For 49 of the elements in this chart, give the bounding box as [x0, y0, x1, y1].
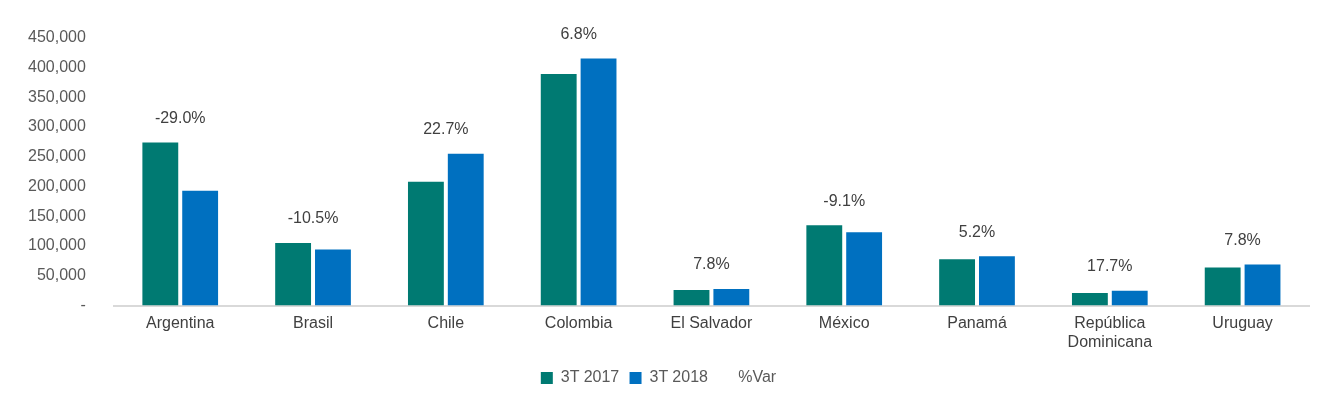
bar: [182, 190, 219, 306]
annotation: -9.1%: [823, 191, 866, 209]
bar: [142, 142, 179, 306]
text: %Var: [738, 368, 777, 386]
x-tick-label: Chile: [427, 313, 465, 331]
bar: [1111, 290, 1148, 306]
bar: [315, 249, 351, 306]
x-tick-label: El Salvador: [670, 313, 753, 331]
x-tick-label: Panamá: [947, 313, 1007, 331]
x-tick-label: Uruguay: [1212, 313, 1273, 331]
y-tick-label: 300,000: [27, 117, 86, 135]
x-tick-label: Brasil: [293, 313, 334, 331]
bar: [846, 232, 883, 306]
annotation: 5.2%: [958, 222, 996, 240]
y-tick-label: 50,000: [36, 266, 86, 284]
bar: [580, 58, 617, 306]
annotation: -29.0%: [154, 108, 206, 126]
x-tick-label: Argentina: [145, 313, 215, 331]
y-tick-label: 100,000: [27, 236, 86, 254]
x-tick-label: República Dominicana: [1067, 313, 1153, 350]
annotation: 7.8%: [1224, 230, 1261, 248]
bar: [447, 153, 484, 306]
bar: [1244, 264, 1281, 306]
x-tick-label: México: [818, 313, 870, 331]
bar: [979, 256, 1015, 306]
annotation: 6.8%: [560, 24, 597, 42]
annotation: 7.8%: [693, 255, 730, 273]
bar: [673, 290, 710, 306]
bar: [806, 225, 843, 306]
annotation: 22.7%: [423, 120, 469, 138]
annotation: 17.7%: [1087, 257, 1133, 275]
legend-label: 3T 2018: [649, 368, 709, 386]
bar: [1204, 267, 1241, 306]
y-tick-label: 400,000: [27, 57, 86, 75]
legend-label: 3T 2017: [560, 368, 620, 386]
annotation: -10.5%: [287, 209, 339, 227]
y-tick-label: 150,000: [27, 206, 86, 224]
bar: [407, 181, 444, 306]
y-tick-label: 350,000: [27, 87, 86, 105]
bar: [275, 243, 312, 306]
bar: [713, 288, 750, 306]
y-tick-label: 200,000: [27, 176, 86, 194]
bar: [540, 73, 577, 306]
y-tick-label: -: [80, 296, 86, 314]
bar: [1071, 293, 1108, 306]
bar: [939, 259, 976, 306]
y-tick-label: 250,000: [27, 147, 86, 165]
x-tick-label: Colombia: [544, 313, 613, 331]
y-tick-label: 450,000: [27, 28, 86, 46]
